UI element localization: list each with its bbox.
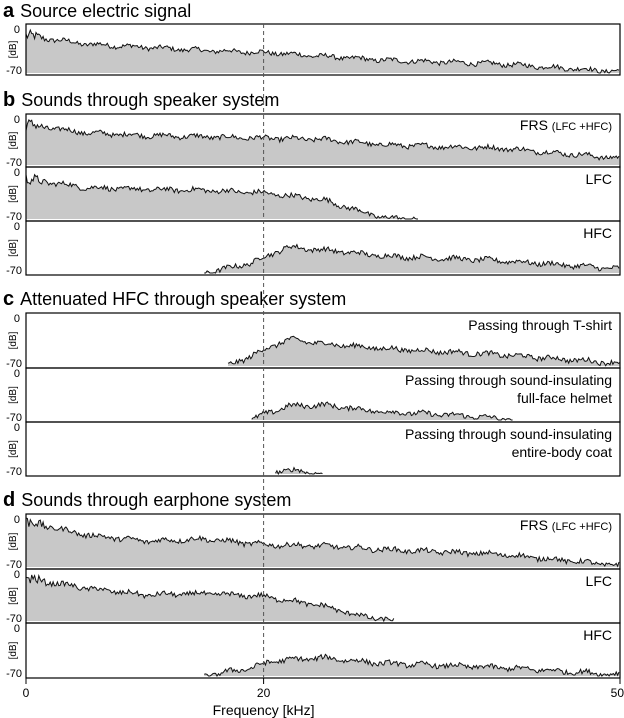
spectrum-line-c-2: [275, 466, 323, 476]
y-axis-label: [dB]: [8, 587, 19, 605]
y-tick-label-top: 0: [14, 167, 20, 179]
spectrum-fill-b-1: [26, 174, 418, 219]
y-tick-label-bottom: -70: [6, 65, 22, 77]
panel-label: LFC: [586, 573, 612, 589]
section-letter: b: [3, 89, 16, 111]
y-axis-label: [dB]: [8, 641, 19, 659]
section-d-heading: d Sounds through earphone system: [3, 490, 291, 510]
spectrum-line-d-2: [204, 653, 620, 677]
y-tick-label-bottom: -70: [6, 613, 22, 625]
y-tick-label-bottom: -70: [6, 559, 22, 571]
section-title: Source electric signal: [20, 1, 192, 21]
panel-frame-b-2: [25, 220, 621, 276]
y-axis-label: [dB]: [8, 131, 19, 149]
y-tick-label-bottom: -70: [6, 412, 22, 424]
y-tick-label-top: 0: [14, 114, 20, 126]
x-tick-label-50: 50: [611, 686, 624, 700]
section-title: Sounds through earphone system: [21, 490, 292, 510]
section-c-heading: c Attenuated HFC through speaker system: [3, 289, 346, 309]
panel-sublabel: full-face helmet: [517, 390, 612, 406]
panel-sublabel: (LFC +HFC): [552, 121, 612, 133]
panel-label: Passing through sound-insulating: [405, 372, 612, 388]
spectrum-fill-d-2: [204, 654, 619, 676]
y-tick-label-bottom: -70: [6, 211, 22, 223]
panel-label: HFC: [583, 225, 612, 241]
y-axis-label: [dB]: [8, 331, 19, 349]
panel-label: LFC: [586, 171, 612, 187]
panel-sublabel: (LFC +HFC): [552, 521, 612, 533]
panel-label: Passing through T-shirt: [468, 317, 612, 333]
section-a-heading: a Source electric signal: [3, 1, 191, 21]
x-tick-label-20: 20: [257, 686, 271, 700]
section-letter: d: [3, 489, 16, 511]
y-tick-label-top: 0: [14, 221, 20, 233]
y-tick-label-bottom: -70: [6, 265, 22, 277]
spectrum-line-d-1: [25, 573, 395, 623]
y-axis-label: [dB]: [8, 185, 19, 203]
spectrum-fill-b-0: [26, 119, 619, 165]
spectrum-fill-d-1: [26, 574, 394, 621]
y-tick-label-top: 0: [14, 422, 20, 434]
y-tick-label-bottom: -70: [6, 358, 22, 370]
section-title: Attenuated HFC through speaker system: [20, 289, 347, 309]
panel-label-frs: FRS (LFC +HFC): [520, 517, 612, 533]
spectrum-fill-d-0: [26, 518, 619, 567]
spectrum-line-b-0: [25, 118, 620, 161]
spectrum-line-b-1: [25, 173, 418, 220]
panel-label: Passing through sound-insulating: [405, 426, 612, 442]
spectrum-fill-c-0: [228, 336, 620, 366]
panel-frame-c-2: [25, 421, 621, 477]
section-title: Sounds through speaker system: [21, 90, 280, 110]
panel-frame-d-2: [25, 622, 621, 679]
section-b-heading: b Sounds through speaker system: [3, 90, 279, 110]
section-letter: c: [3, 288, 15, 310]
spectrum-fill-b-2: [204, 244, 619, 273]
panel-label: FRS: [520, 117, 552, 133]
panel-label-frs: FRS (LFC +HFC): [520, 117, 612, 133]
spectrum-fill-a-0: [26, 30, 619, 73]
y-axis-label: [dB]: [8, 386, 19, 404]
y-axis-label: [dB]: [8, 239, 19, 257]
x-axis-label: Frequency [kHz]: [213, 702, 315, 718]
spectrum-line-d-0: [25, 517, 620, 568]
spectrum-line-b-2: [204, 243, 620, 274]
y-tick-label-bottom: -70: [6, 157, 22, 169]
spectrum-line-c-1: [251, 401, 513, 421]
panel-label: FRS: [520, 517, 552, 533]
y-tick-label-top: 0: [14, 623, 20, 635]
panel-frame-a-0: [25, 23, 621, 76]
y-tick-label-top: 0: [14, 569, 20, 581]
y-tick-label-bottom: -70: [6, 668, 22, 680]
y-tick-label-top: 0: [14, 368, 20, 380]
y-tick-label-bottom: -70: [6, 466, 22, 478]
y-tick-label-top: 0: [14, 24, 20, 36]
section-letter: a: [3, 0, 15, 22]
y-axis-label: [dB]: [8, 532, 19, 550]
spectrum-line-a-0: [25, 28, 620, 74]
spectrum-line-c-0: [227, 335, 621, 367]
y-tick-label-top: 0: [14, 514, 20, 526]
panel-sublabel: entire-body coat: [512, 444, 613, 460]
panel-label: HFC: [583, 627, 612, 643]
y-tick-label-top: 0: [14, 313, 20, 325]
y-axis-label: [dB]: [8, 40, 19, 58]
y-axis-label: [dB]: [8, 440, 19, 458]
x-tick-label-0: 0: [23, 686, 30, 700]
